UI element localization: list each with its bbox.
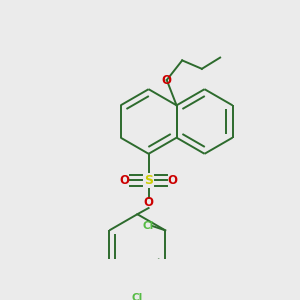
- Text: Cl: Cl: [143, 221, 154, 231]
- Text: O: O: [162, 74, 172, 87]
- Text: O: O: [144, 196, 154, 209]
- Text: O: O: [120, 174, 130, 187]
- Text: O: O: [167, 174, 178, 187]
- Text: Cl: Cl: [132, 293, 143, 300]
- Text: S: S: [144, 174, 153, 187]
